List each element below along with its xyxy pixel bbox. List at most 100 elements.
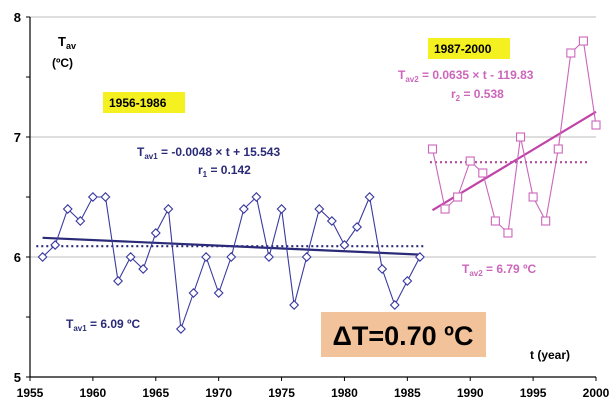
trend2-r-sub: 2 bbox=[456, 94, 461, 103]
x-tick-label: 1990 bbox=[457, 386, 484, 400]
mean2-label-rest: = 6.79 ºC bbox=[483, 262, 537, 276]
series2-point bbox=[503, 228, 513, 238]
series1-point bbox=[326, 216, 337, 226]
y-tick-label: 6 bbox=[14, 250, 21, 265]
delta-highlight bbox=[321, 312, 486, 357]
series2-line bbox=[431, 39, 597, 235]
trend1-r: r1 = 0.142 bbox=[198, 163, 251, 179]
x-tick-label: 1965 bbox=[142, 386, 169, 400]
series2-point bbox=[566, 48, 576, 58]
trend2-equation-rest: = 0.0635 × t - 119.83 bbox=[419, 68, 534, 82]
x-tick-label: 1970 bbox=[205, 386, 232, 400]
series2-point bbox=[553, 144, 563, 154]
series1-point bbox=[100, 192, 111, 202]
x-tick-label: 1955 bbox=[17, 386, 44, 400]
mean1-label-sub: av1 bbox=[73, 324, 87, 333]
y-axis-label-main: T bbox=[58, 34, 66, 49]
trend2-r-rest: = 0.538 bbox=[460, 87, 504, 101]
mean2-label-sub: av2 bbox=[469, 269, 483, 278]
series1-point bbox=[238, 204, 249, 214]
x-tick-label: 1985 bbox=[394, 386, 421, 400]
axes bbox=[26, 16, 597, 381]
series1-point bbox=[226, 252, 237, 262]
y-axis-label-sub: av bbox=[66, 41, 76, 51]
series1-point bbox=[37, 252, 48, 262]
trend1-equation-sub: av1 bbox=[144, 152, 158, 161]
series1-point bbox=[377, 264, 388, 274]
trend2-equation-sub: av2 bbox=[405, 75, 419, 84]
gridlines bbox=[30, 16, 596, 258]
series2-point bbox=[591, 120, 601, 130]
series2-point bbox=[541, 216, 551, 226]
trend1-r-rest: = 0.142 bbox=[207, 163, 251, 177]
y-tick-label: 5 bbox=[14, 370, 21, 385]
x-tick-label: 1980 bbox=[331, 386, 358, 400]
x-axis-label: t (year) bbox=[530, 348, 570, 362]
series1-point bbox=[414, 252, 425, 262]
series2-point bbox=[465, 156, 475, 166]
x-tick-label: 1995 bbox=[520, 386, 547, 400]
delta-label: ΔT=0.70 ºC bbox=[332, 321, 473, 351]
series1-point bbox=[276, 204, 287, 214]
period2-label: 1987-2000 bbox=[434, 42, 492, 56]
trend2-equation-main: T bbox=[398, 68, 406, 82]
series1-point bbox=[301, 252, 312, 262]
series2-point bbox=[528, 192, 538, 202]
y-tick-label: 7 bbox=[14, 130, 21, 145]
trend1-r-main: r bbox=[198, 163, 203, 177]
period1-highlight bbox=[103, 92, 185, 113]
x-tick-label: 1960 bbox=[80, 386, 107, 400]
tick-labels: 5 6 7 8 1955 1960 1965 1970 1975 1980 1985 1990 1995… bbox=[14, 10, 609, 400]
series1-line bbox=[42, 195, 421, 330]
period1-label: 1956-1986 bbox=[109, 96, 167, 110]
series1-point bbox=[125, 252, 136, 262]
series1-point bbox=[87, 192, 98, 202]
series1-point bbox=[339, 240, 350, 250]
trend2-r: r2 = 0.538 bbox=[451, 87, 504, 103]
mean2-label: Tav2 = 6.79 ºC bbox=[462, 262, 536, 278]
series1-point bbox=[188, 288, 199, 298]
trend2-equation: Tav2 = 0.0635 × t - 119.83 bbox=[398, 68, 534, 84]
mean1-label-main: T bbox=[66, 317, 74, 331]
series1-point bbox=[62, 204, 73, 214]
series1-point bbox=[402, 276, 413, 286]
trend1-line bbox=[42, 236, 420, 256]
series1-point bbox=[163, 204, 174, 214]
series1-point bbox=[201, 252, 212, 262]
series2-point bbox=[453, 192, 463, 202]
series1-point bbox=[251, 192, 262, 202]
series1-point bbox=[50, 240, 61, 250]
series1-point bbox=[364, 192, 375, 202]
y-axis-unit: (ºC) bbox=[52, 56, 73, 70]
mean1-label-rest: = 6.09 ºC bbox=[87, 317, 141, 331]
series2-point bbox=[515, 132, 526, 142]
trend1-equation-main: T bbox=[137, 145, 145, 159]
series2-point bbox=[440, 204, 450, 214]
x-tick-label: 1975 bbox=[268, 386, 295, 400]
mean2-label-main: T bbox=[462, 262, 470, 276]
series1-point bbox=[150, 228, 161, 238]
period2-highlight bbox=[428, 38, 510, 59]
x-tick-label: 2000 bbox=[583, 386, 609, 400]
series2-point bbox=[427, 144, 438, 154]
trend1-r-sub: 1 bbox=[203, 170, 208, 179]
series1-point bbox=[213, 288, 224, 298]
series1-point bbox=[314, 204, 325, 214]
mean1-label: Tav1 = 6.09 ºC bbox=[66, 317, 140, 333]
series1-point bbox=[138, 264, 149, 274]
trend1-equation: Tav1 = -0.0048 × t + 15.543 bbox=[137, 145, 280, 161]
series1-point bbox=[352, 222, 363, 232]
trend1-equation-rest: = -0.0048 × t + 15.543 bbox=[158, 145, 281, 159]
series1-point bbox=[263, 252, 274, 262]
series1-point bbox=[113, 276, 124, 286]
series1-point bbox=[289, 300, 300, 310]
y-axis-label: Tav bbox=[58, 34, 76, 51]
y-tick-label: 8 bbox=[14, 10, 21, 25]
plot-area bbox=[36, 36, 601, 334]
series1-point bbox=[75, 216, 86, 226]
series2-point bbox=[490, 216, 500, 226]
series2-point bbox=[578, 36, 588, 46]
trend2-r-main: r bbox=[451, 87, 456, 101]
series1-point bbox=[175, 324, 186, 334]
